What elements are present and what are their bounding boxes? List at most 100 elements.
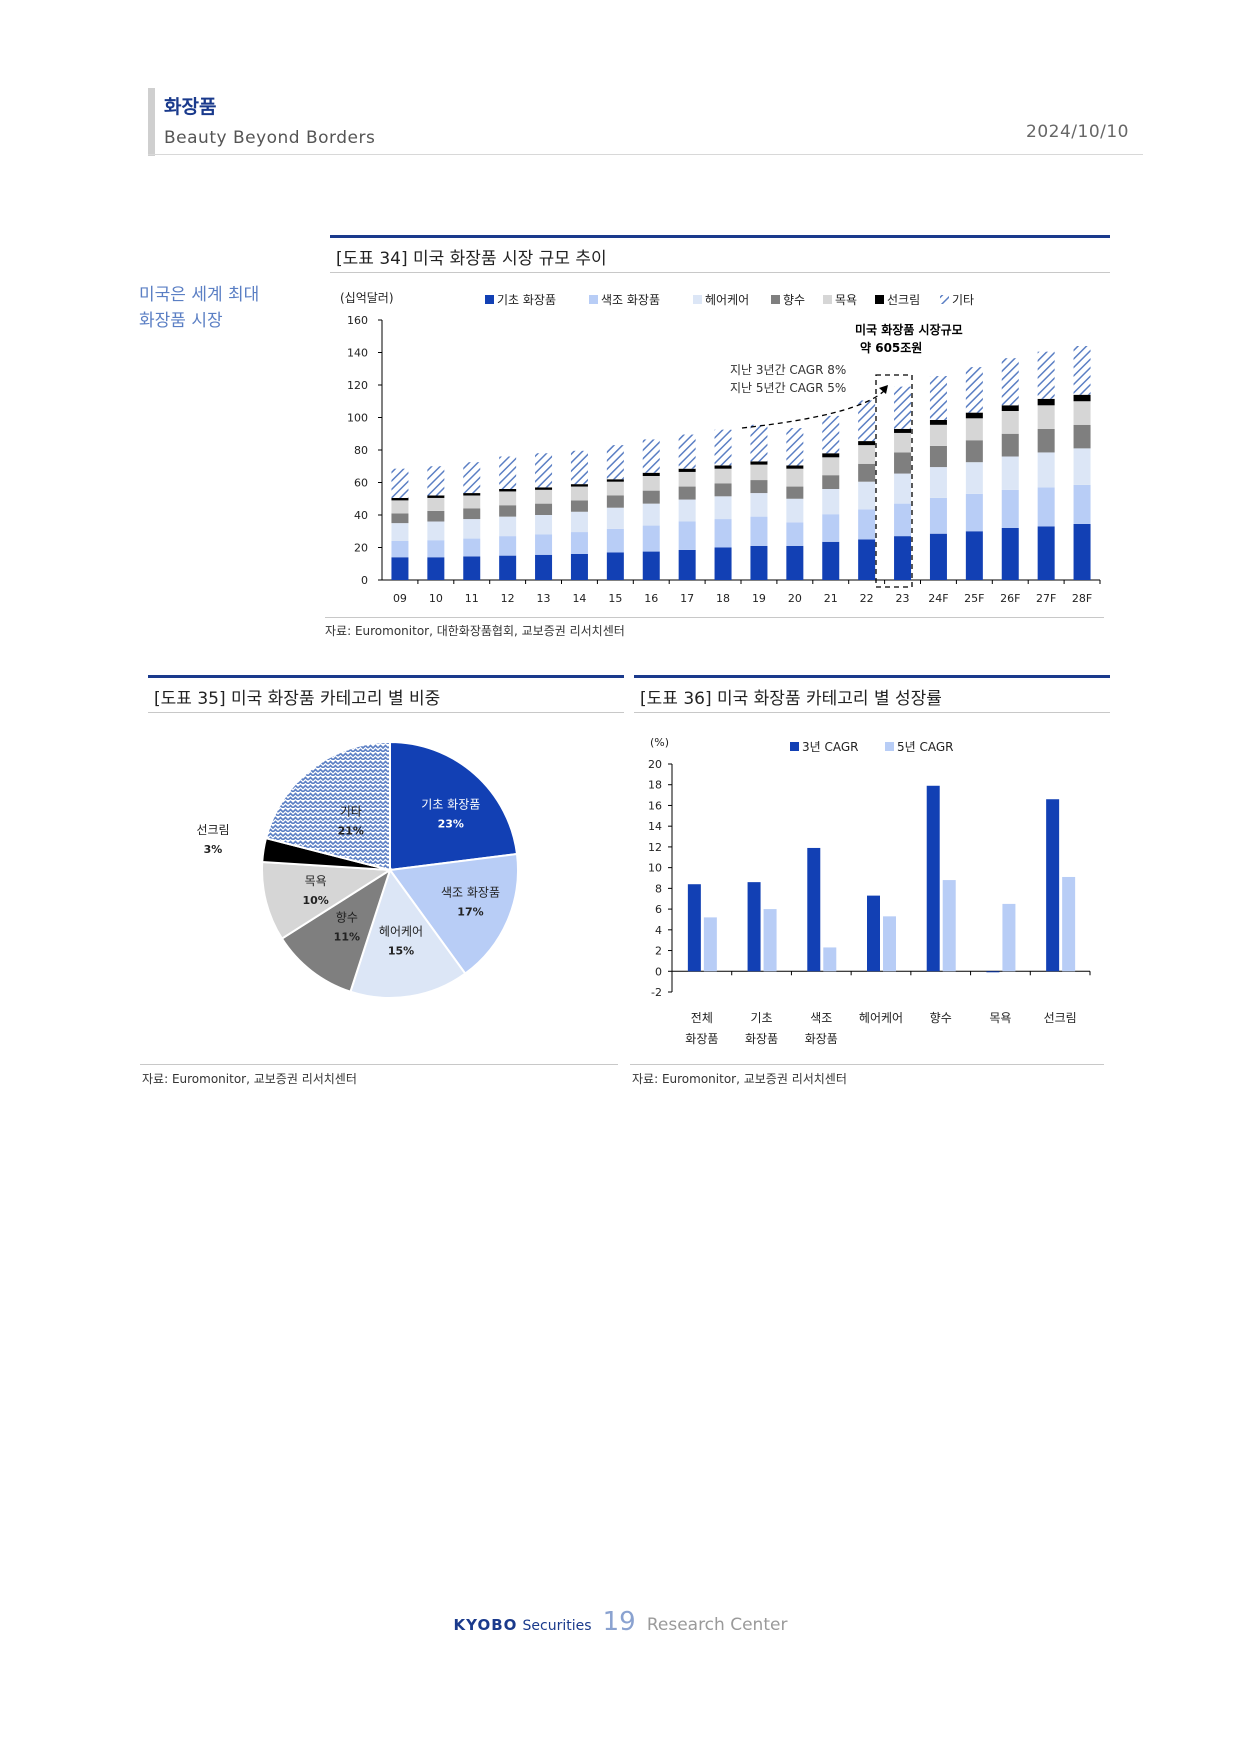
fig36-ytick-label: -2: [651, 986, 662, 999]
fig36-bar: [1046, 799, 1060, 972]
fig35-pie-slice: [349, 867, 467, 999]
fig36-ytick-label: 2: [655, 945, 662, 958]
fig35-pie-slice: [264, 740, 391, 872]
fig34-bar-segment: [463, 556, 481, 580]
fig34-bar-segment: [858, 445, 876, 464]
fig35-slice-value: 17%: [457, 906, 483, 919]
fig34-bar-segment: [786, 465, 804, 469]
fig34-bar-segment: [570, 486, 588, 501]
fig34-legend-label: 선크림: [887, 293, 920, 307]
fig34-xtick-label: 16: [644, 592, 658, 605]
fig34-bar-segment: [1001, 456, 1019, 490]
fig34-bar-segment: [786, 545, 804, 580]
fig34-ytick-label: 140: [347, 347, 368, 360]
fig34-xtick-label: 27F: [1036, 592, 1056, 605]
fig34-bar-segment: [535, 534, 553, 555]
fig36-bar: [687, 884, 701, 972]
fig34-bar-segment: [427, 510, 445, 522]
fig34-bar-segment: [786, 428, 804, 466]
fig36-legend-swatch: [885, 742, 894, 751]
fig34-ytick-label: 120: [347, 379, 368, 392]
fig34-bar-segment: [714, 465, 732, 469]
fig34-bar-segment: [391, 468, 409, 498]
fig34-bar-segment: [427, 540, 445, 558]
fig34-highlight-box: [875, 374, 913, 588]
fig36-ytick-label: 18: [648, 779, 662, 792]
fig34-source-divider: [325, 617, 1104, 618]
fig34-bar-segment: [714, 547, 732, 580]
fig34-bar-segment: [750, 461, 768, 465]
fig34-ytick-label: 80: [354, 444, 368, 457]
fig34-bar-segment: [427, 521, 445, 541]
fig34-bar-segment: [678, 549, 696, 580]
fig35-slice-value: 21%: [338, 824, 364, 837]
fig34-bar-segment: [570, 450, 588, 485]
report-title: 화장품: [164, 96, 217, 118]
fig35-slice-value: 10%: [302, 894, 328, 907]
fig34-bar-segment: [642, 490, 660, 504]
fig34-bar-segment: [1073, 448, 1091, 485]
fig34-xtick-label: 12: [501, 592, 515, 605]
fig34-legend-label: 색조 화장품: [601, 293, 660, 307]
fig34-bar-segment: [463, 493, 481, 496]
header-divider: [148, 154, 1143, 155]
fig34-bar-segment: [427, 497, 445, 511]
fig34-xtick-label: 25F: [964, 592, 984, 605]
fig36-xtick-label: 선크림: [1044, 1011, 1077, 1025]
fig35-source-divider: [140, 1064, 618, 1065]
fig34-bar-segment: [822, 514, 840, 542]
fig34-ytick-label: 40: [354, 509, 368, 522]
fig36-chart: 3년 CAGR 5년 CAGR (%) -2 0 2 4 6 8 10 12 14 16 18 20 전체화…: [648, 736, 1091, 1046]
fig34-bar-segment: [894, 473, 912, 504]
fig34-bar-segment: [822, 415, 840, 454]
fig36-legend-swatch: [790, 742, 799, 751]
fig34-ytick-label: 160: [347, 314, 368, 327]
fig34-bar-segment: [1037, 398, 1055, 406]
fig34-xtick-label: 20: [788, 592, 802, 605]
fig34-bar-segment: [894, 386, 912, 429]
fig36-xtick-label: 기초: [751, 1011, 773, 1025]
fig34-bar-segment: [750, 480, 768, 494]
fig34-bar-segment: [499, 536, 517, 556]
fig34-bar-segment: [1073, 424, 1091, 449]
fig34-xtick-label: 22: [860, 592, 874, 605]
fig36-xtick-label: 화장품: [745, 1032, 778, 1046]
fig34-bar-segment: [822, 457, 840, 476]
fig36-ytick-label: 6: [655, 903, 662, 916]
fig34-legend-swatch: [485, 295, 494, 304]
fig34-bar-segment: [1037, 428, 1055, 453]
fig34-bar-segment: [965, 493, 983, 532]
fig36-xtick-label: 전체: [691, 1011, 713, 1025]
fig34-bar-segment: [642, 551, 660, 580]
fig34-annot-market-2: 약 605조원: [860, 340, 922, 355]
fig34-bar-segment: [822, 489, 840, 515]
fig35-slice-name: 기초 화장품: [421, 797, 480, 811]
fig34-legend-swatch: [771, 295, 780, 304]
fig35-chart: 기초 화장품 23% 색조 화장품 17% 헤어케어 15% 향수 11% 목욕 10% 선크림 3%…: [196, 740, 519, 999]
fig34-bar-segment: [1073, 523, 1091, 580]
fig35-slice-value: 15%: [388, 945, 414, 958]
fig34-bar-segment: [858, 539, 876, 580]
fig34-bar-segment: [678, 521, 696, 550]
fig34-xtick-label: 28F: [1072, 592, 1092, 605]
fig34-bar-segment: [1001, 433, 1019, 457]
fig34-bar-segment: [1001, 411, 1019, 434]
fig34-bar-segment: [1001, 489, 1019, 528]
fig34-xtick-label: 23: [896, 592, 910, 605]
fig34-bar-segment: [570, 484, 588, 487]
fig34-xtick-label: 24F: [928, 592, 948, 605]
fig36-ytick-label: 4: [655, 924, 662, 937]
fig34-ytick-label: 20: [354, 542, 368, 555]
fig34-bar-segment: [535, 487, 553, 490]
fig34-bar-segment: [570, 532, 588, 554]
fig34-bar-segment: [499, 489, 517, 492]
fig36-bar: [926, 785, 940, 972]
fig34-bar-segment: [894, 428, 912, 433]
fig34-ytick-label: 0: [361, 574, 368, 587]
fig34-bar-segment: [750, 424, 768, 462]
fig34-ylabel: (십억달러): [340, 291, 394, 305]
fig35-title: [도표 35] 미국 화장품 카테고리 별 비중: [148, 675, 624, 713]
fig34-bar-segment: [1073, 394, 1091, 402]
fig34-bar-segment: [427, 557, 445, 580]
fig34-bar-segment: [606, 445, 624, 480]
